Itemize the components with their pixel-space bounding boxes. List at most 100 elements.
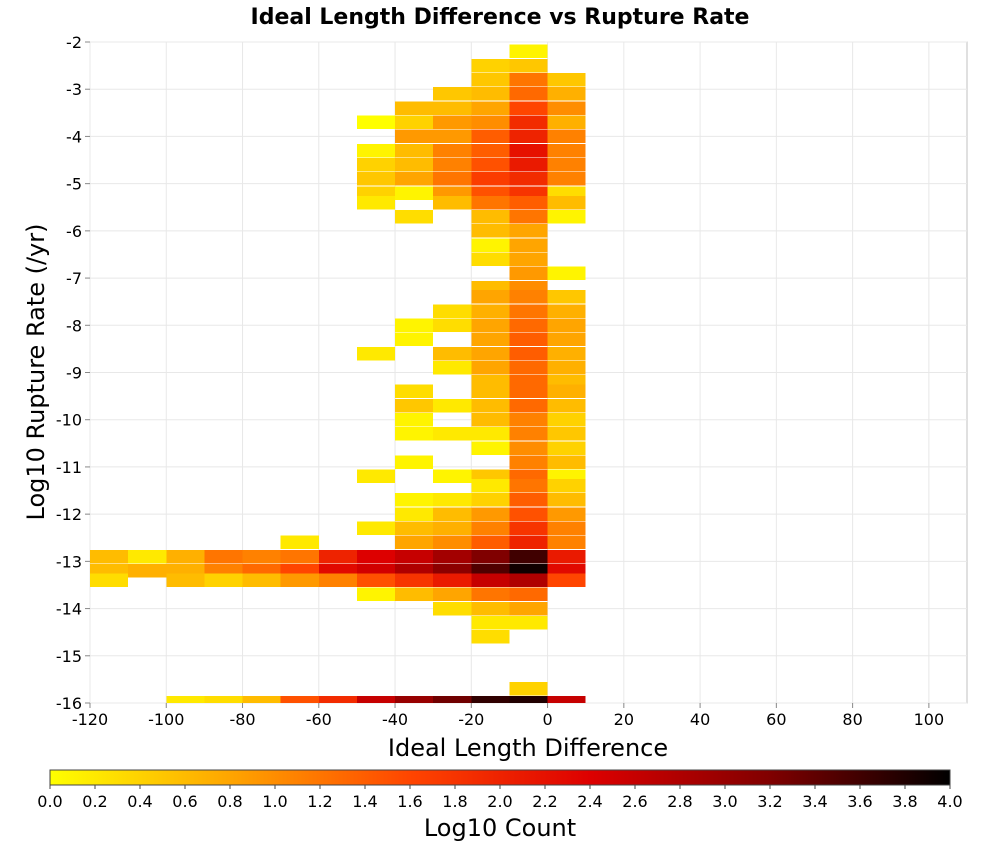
heatmap-cell xyxy=(509,318,548,333)
heatmap-cell xyxy=(509,441,548,455)
colorbar-tick-label: 1.4 xyxy=(352,792,377,811)
heatmap-cell xyxy=(509,115,548,130)
heatmap-cell xyxy=(395,507,434,521)
heatmap-cell xyxy=(509,507,548,521)
heatmap-cell xyxy=(509,573,548,587)
heatmap-cell xyxy=(471,209,510,224)
heatmap-cell xyxy=(471,427,510,441)
colorbar-tick-label: 3.4 xyxy=(802,792,827,811)
heatmap-cell xyxy=(509,101,548,115)
heatmap-cell xyxy=(547,332,586,347)
heatmap-cell xyxy=(547,143,586,158)
heatmap-cell xyxy=(547,441,586,455)
heatmap-cell xyxy=(90,573,129,587)
colorbar-tick-label: 2.4 xyxy=(577,792,602,811)
heatmap-cell xyxy=(471,412,510,427)
heatmap-cell xyxy=(509,696,548,703)
heatmap-cell xyxy=(433,587,472,602)
heatmap-cell xyxy=(471,224,510,238)
heatmap-cell xyxy=(547,129,586,144)
heatmap-cell xyxy=(471,290,510,304)
heatmap-cell xyxy=(433,129,472,144)
heatmap-cell xyxy=(547,493,586,507)
y-tick-label: -13 xyxy=(56,552,82,571)
heatmap-cell xyxy=(509,195,548,210)
heatmap-cell xyxy=(471,479,510,493)
heatmap-cell xyxy=(433,87,472,101)
heatmap-cell xyxy=(509,361,548,375)
heatmap-cell xyxy=(471,587,510,602)
heatmap-cell xyxy=(395,573,434,587)
y-tick-label: -3 xyxy=(66,80,82,99)
heatmap-cell xyxy=(471,58,510,73)
heatmap-cell xyxy=(509,412,548,427)
heatmap-cell xyxy=(547,696,586,703)
colorbar-tick-label: 0.2 xyxy=(82,792,107,811)
heatmap-cell xyxy=(471,101,510,115)
heatmap-cell xyxy=(356,573,396,587)
heatmap-cell xyxy=(433,158,472,172)
heatmap-cell xyxy=(280,549,319,564)
heatmap-cell xyxy=(547,209,586,224)
heatmap-cell xyxy=(280,535,319,550)
heatmap-cell xyxy=(547,427,586,441)
heatmap-cell xyxy=(395,115,434,130)
heatmap-cell xyxy=(395,521,434,536)
heatmap-cell xyxy=(395,696,434,703)
heatmap-cell xyxy=(547,479,586,493)
heatmap-cell xyxy=(509,398,548,413)
heatmap-cell xyxy=(433,696,472,703)
heatmap-cell xyxy=(509,427,548,441)
heatmap-cell xyxy=(395,587,434,602)
heatmap-cell xyxy=(433,549,472,564)
heatmap-cell xyxy=(433,573,472,587)
heatmap-cell xyxy=(471,87,510,101)
heatmap-cell xyxy=(547,73,586,87)
y-tick-label: -15 xyxy=(56,647,82,666)
y-tick-label: -10 xyxy=(56,411,82,430)
heatmap-cell xyxy=(509,44,548,59)
heatmap-cell xyxy=(471,549,510,564)
heatmap-cell xyxy=(433,101,472,115)
colorbar-tick-label: 2.2 xyxy=(532,792,557,811)
heatmap-cell xyxy=(395,332,434,347)
heatmap-cell xyxy=(471,573,510,587)
y-axis-title: Log10 Rupture Rate (/yr) xyxy=(22,224,50,521)
heatmap-cell xyxy=(395,455,434,469)
heatmap-cell xyxy=(471,195,510,210)
heatmap-cell xyxy=(204,549,243,564)
heatmap-cell xyxy=(471,398,510,413)
heatmap-cell xyxy=(204,573,243,587)
heatmap-cell xyxy=(204,696,243,703)
heatmap-cell xyxy=(318,573,357,587)
heatmap-cell xyxy=(395,398,434,413)
heatmap-cell xyxy=(318,696,357,703)
heatmap-cell xyxy=(509,129,548,144)
heatmap-cell xyxy=(242,696,281,703)
y-tick-label: -4 xyxy=(66,127,82,146)
x-tick-label: 60 xyxy=(766,710,786,729)
heatmap-cell xyxy=(509,304,548,318)
y-tick-label: -16 xyxy=(56,694,82,713)
heatmap-cell xyxy=(471,441,510,455)
colorbar xyxy=(49,769,951,786)
heatmap-cell xyxy=(547,535,586,550)
x-axis-title: Ideal Length Difference xyxy=(388,734,668,762)
heatmap-cell xyxy=(471,129,510,144)
y-tick-label: -11 xyxy=(56,458,82,477)
heatmap-cell xyxy=(471,696,510,703)
heatmap-cell xyxy=(433,427,472,441)
heatmap-cell xyxy=(509,615,548,630)
y-tick-label: -6 xyxy=(66,222,82,241)
heatmap-cell xyxy=(280,696,319,703)
heatmap-cell xyxy=(509,87,548,101)
y-tick-label: -14 xyxy=(56,600,82,619)
heatmap-cell xyxy=(471,601,510,616)
heatmap-cell xyxy=(433,318,472,333)
x-tick-label: -60 xyxy=(306,710,332,729)
heatmap-cell xyxy=(471,318,510,333)
heatmap-cell xyxy=(242,549,281,564)
heatmap-cell xyxy=(547,87,586,101)
heatmap-cell xyxy=(166,573,205,587)
heatmap-cell xyxy=(509,238,548,252)
